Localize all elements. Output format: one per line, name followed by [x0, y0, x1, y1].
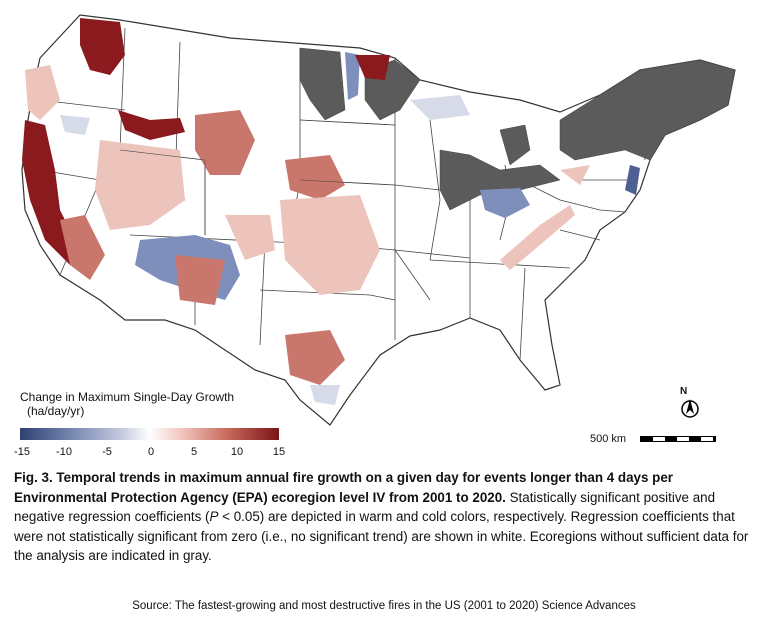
legend-tick: 15: [272, 446, 286, 458]
legend-title: Change in Maximum Single-Day Growth: [20, 390, 235, 404]
legend-tick: 5: [190, 446, 198, 458]
north-arrow-icon: [681, 399, 699, 418]
state-boundaries-overlay: [119, 119, 396, 235]
legend-units: (ha/day/yr): [27, 404, 85, 418]
legend-tick: 10: [230, 446, 244, 458]
caption-text-2: < 0.05) are depicted in warm and cold co…: [14, 509, 749, 563]
source-note: Source: The fastest-growing and most des…: [132, 600, 636, 612]
legend-tick: -5: [102, 446, 112, 458]
scale-bar: [640, 436, 716, 442]
legend-tick: -10: [56, 446, 72, 458]
legend-tick: 0: [147, 446, 155, 458]
insufficient-data-regions: [299, 47, 736, 211]
caption-p: P: [209, 509, 219, 524]
figure-caption: Fig. 3. Temporal trends in maximum annua…: [14, 468, 754, 566]
scale-label: 500 km: [590, 433, 627, 445]
legend-tick: -15: [14, 446, 30, 458]
us-ecoregion-map: [21, 14, 736, 426]
caption-bold: Fig. 3. Temporal trends in maximum annua…: [14, 470, 674, 505]
positive-trend-regions: [22, 18, 590, 385]
caption-text-1: Statistically significant positive and n…: [14, 489, 716, 525]
legend-ticks: -15 -10 -5 0 5 10 15: [14, 446, 286, 460]
legend-color-bar: [20, 428, 279, 440]
north-label: N: [680, 386, 688, 397]
